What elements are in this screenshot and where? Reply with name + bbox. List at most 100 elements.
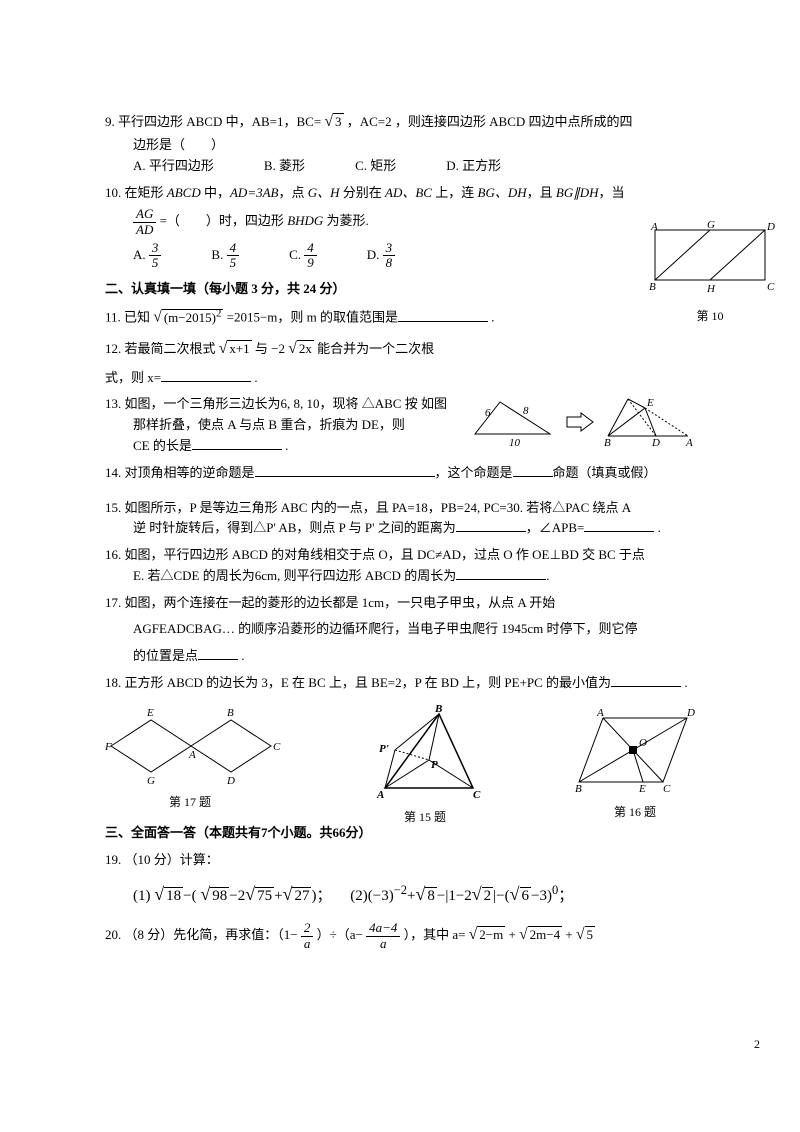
figure-q10: A G D B H C 第 10: [645, 220, 775, 326]
t: 12. 若最简二次根式: [105, 341, 216, 356]
svg-text:B: B: [227, 707, 234, 719]
question-19: 19. （10 分）计算： (1) √18−( √98−2√75+√27)； (…: [105, 850, 695, 910]
svg-text:O: O: [639, 737, 647, 749]
q9-options: A. 平行四边形 B. 菱形 C. 矩形 D. 正方形: [105, 156, 695, 177]
svg-text:D: D: [686, 707, 695, 719]
q10-a: A. 35: [133, 241, 161, 271]
blank: [456, 566, 546, 580]
t: AD=3AB: [230, 185, 278, 200]
t: 13. 如图，一个三角形三边长为6, 8, 10，现将 △ABC 按 如图: [105, 394, 465, 415]
t: 上，连: [432, 185, 478, 200]
document-page: 9. 平行四边形 ABCD 中，AB=1，BC= √3 ，AC=2 ，则连接四边…: [0, 0, 800, 997]
t: ，且: [527, 185, 556, 200]
q9-option-c: C. 矩形: [355, 156, 396, 177]
t: 与 −2: [255, 341, 285, 356]
t: 18. 正方形 ABCD 的边长为 3，E 在 BC 上，且 BE=2，P 在 …: [105, 675, 611, 690]
t: 分别在: [340, 185, 386, 200]
t: .: [282, 438, 289, 453]
q9-option-b: B. 菱形: [264, 156, 305, 177]
svg-text:C: C: [273, 741, 281, 753]
svg-text:6: 6: [485, 407, 491, 419]
svg-text:H: H: [706, 283, 716, 295]
q9-option-a: A. 平行四边形: [133, 156, 214, 177]
t: AGFEADCBAG… 的顺序沿菱形的边循环爬行，当电子甲虫爬行 1945cm …: [105, 619, 695, 640]
t: 那样折叠，使点 A 与点 B 重合，折痕为 DE，则: [105, 415, 465, 436]
fig17-label: 第 17 题: [105, 793, 275, 812]
q9-stem-c: 边形是（ ）: [105, 135, 695, 156]
t: +: [509, 927, 516, 942]
question-15: 15. 如图所示，P 是等边三角形 ABC 内的一点，且 PA=18，PB=24…: [105, 498, 695, 540]
frac-ag-ad: AGAD: [133, 207, 156, 237]
blank: [198, 646, 238, 660]
section-2-title: 二、认真填一填（每小题 3 分，共 24 分）: [105, 279, 695, 300]
svg-text:A: A: [685, 437, 693, 449]
t: 能合并为一个二次根: [317, 341, 434, 356]
t: 的位置是点: [133, 648, 198, 663]
blank: [192, 436, 282, 450]
t: 14. 对顶角相等的逆命题是: [105, 465, 255, 480]
blank: [456, 518, 526, 532]
t: ABCD: [167, 185, 201, 200]
question-14: 14. 对顶角相等的逆命题是，这个命题是命题（填真或假）: [105, 463, 695, 484]
svg-text:B: B: [575, 783, 582, 795]
t: .: [546, 568, 549, 583]
t: 19. （10 分）计算：: [105, 850, 695, 871]
question-16: 16. 如图，平行四边形 ABCD 的对角线相交于点 O，且 DC≠AD，过点 …: [105, 545, 695, 587]
blank: [255, 463, 435, 477]
t: 20. （8 分）先化简，再求值：（1−: [105, 927, 298, 942]
t: (1): [133, 888, 151, 904]
question-17: 17. 如图，两个连接在一起的菱形的边长都是 1cm，一只电子甲虫，从点 A 开…: [105, 593, 695, 667]
fig16-label: 第 16 题: [575, 803, 695, 822]
svg-text:E: E: [646, 397, 654, 409]
page-number: 2: [0, 1037, 800, 1052]
question-13: 13. 如图，一个三角形三边长为6, 8, 10，现将 △ABC 按 如图 那样…: [105, 394, 695, 456]
sqrt-icon: √(m−2015)2: [153, 305, 223, 330]
q10-c: C. 49: [289, 241, 317, 271]
q9-stem-a: 9. 平行四边形 ABCD 中，AB=1，BC=: [105, 114, 321, 129]
svg-text:G: G: [147, 775, 155, 787]
fig10-label: 第 10: [645, 307, 775, 326]
t: .: [654, 520, 661, 535]
t: 逆 时针旋转后，得到△P' AB，则点 P 与 P' 之间的距离为: [133, 520, 456, 535]
t: BHDG: [287, 213, 323, 228]
t: ），其中 a=: [404, 927, 466, 942]
t: CE 的长是: [133, 438, 192, 453]
t: BG∥DH: [556, 185, 599, 200]
blank: [161, 368, 251, 382]
t: ，当: [598, 185, 624, 200]
question-9: 9. 平行四边形 ABCD 中，AB=1，BC= √3 ，AC=2 ，则连接四边…: [105, 110, 695, 177]
t: 17. 如图，两个连接在一起的菱形的边长都是 1cm，一只电子甲虫，从点 A 开…: [105, 593, 695, 614]
t: .: [238, 648, 245, 663]
svg-text:C: C: [767, 281, 775, 293]
figures-row: F E G A B D C 第 17 题 B A C: [105, 706, 695, 827]
question-12: 12. 若最简二次根式 √x+1 与 −2 √2x 能合并为一个二次根: [105, 337, 695, 362]
sqrt-icon: √x+1: [219, 337, 252, 362]
question-11: 11. 已知 √(m−2015)2 =2015−m，则 m 的取值范围是 .: [105, 305, 695, 330]
svg-text:B: B: [434, 703, 442, 715]
fig15-label: 第 15 题: [355, 808, 495, 827]
svg-text:D: D: [651, 437, 660, 449]
figure-15: B A C P P' 第 15 题: [355, 706, 495, 827]
t: AD、BC: [385, 185, 432, 200]
t: =2015−m，则 m 的取值范围是: [227, 310, 398, 325]
svg-text:A: A: [188, 749, 196, 761]
svg-text:E: E: [146, 707, 154, 719]
t: ）÷（a−: [317, 927, 363, 942]
q10-d: D. 38: [367, 241, 395, 271]
t: +: [565, 927, 572, 942]
q9-stem-b: ，AC=2 ，则连接四边形 ABCD 四边中点所成的四: [347, 114, 633, 129]
t: ，∠APB=: [526, 520, 585, 535]
svg-text:P: P: [431, 759, 438, 771]
question-20: 20. （8 分）先化简，再求值：（1− 2a ）÷（a− 4a−4a ），其中…: [105, 921, 695, 951]
q13-figures: 6 8 10 B D A E: [465, 394, 695, 449]
t: 中，: [201, 185, 230, 200]
figure-16: A D B C E O 第 16 题: [575, 706, 695, 822]
t: .: [681, 675, 688, 690]
svg-text:D: D: [226, 775, 235, 787]
svg-text:A: A: [650, 221, 658, 233]
svg-text:D: D: [766, 221, 775, 233]
blank: [513, 463, 553, 477]
t: 命题（填真或假）: [553, 465, 657, 480]
t: E. 若△CDE 的周长为6cm, 则平行四边形 ABCD 的周长为: [133, 568, 456, 583]
t: 15. 如图所示，P 是等边三角形 ABC 内的一点，且 PA=18，PB=24…: [105, 498, 695, 519]
